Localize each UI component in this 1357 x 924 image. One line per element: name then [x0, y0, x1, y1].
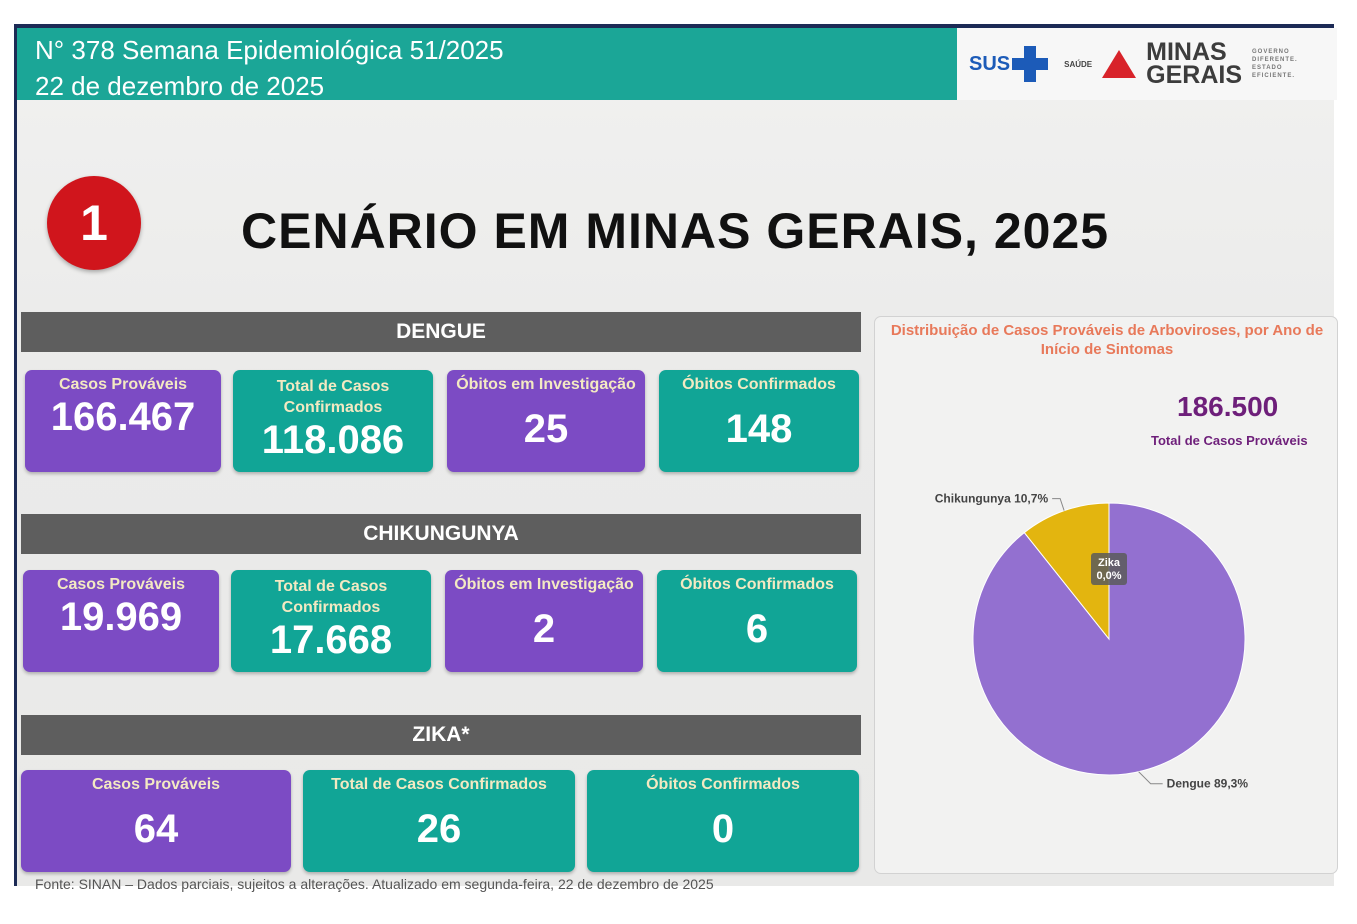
mg-slogan: GOVERNO DIFERENTE. ESTADO EFICIENTE.: [1252, 48, 1298, 80]
card-label: Total de Casos Confirmados: [276, 378, 390, 416]
chik-confirmados-card: Total de Casos Confirmados 17.668: [231, 570, 431, 672]
chik-obitos-confirmados-card: Óbitos Confirmados 6: [657, 570, 857, 672]
card-value: 25: [523, 407, 569, 451]
chart-title: Distribuição de Casos Prováveis de Arbov…: [890, 322, 1324, 358]
header-band: N° 378 Semana Epidemiológica 51/2025 22 …: [17, 28, 957, 101]
sus-logo: SUS: [969, 46, 1049, 82]
card-label: Total de Casos Confirmados: [274, 578, 388, 616]
chikungunya-header: CHIKUNGUNYA: [21, 514, 861, 554]
dengue-confirmados-card: Total de Casos Confirmados 118.086: [233, 370, 433, 472]
dengue-leader-line: [1138, 771, 1163, 785]
zika-obitos-confirmados-card: Óbitos Confirmados 0: [587, 770, 859, 872]
card-label: Óbitos Confirmados: [682, 376, 836, 393]
card-value: 19.969: [59, 595, 183, 639]
card-value: 166.467: [50, 395, 196, 439]
card-value: 17.668: [269, 618, 393, 662]
card-value: 118.086: [261, 418, 405, 462]
mg-name-line1: MINAS: [1146, 38, 1227, 66]
card-label: Casos Prováveis: [91, 776, 221, 793]
mg-name-line2: GERAIS: [1146, 61, 1242, 89]
pie-label-dengue: Dengue 89,3%: [1167, 777, 1249, 791]
zika-confirmados-card: Total de Casos Confirmados 26: [303, 770, 575, 872]
pie-chart-panel: Distribuição de Casos Prováveis de Arbov…: [874, 316, 1338, 874]
total-casos-label: Total de Casos Prováveis: [1151, 433, 1308, 448]
card-value: 148: [725, 407, 793, 451]
total-casos-value: 186.500: [1177, 391, 1279, 422]
mg-slogan-4: EFICIENTE.: [1252, 73, 1296, 79]
card-label: Óbitos Confirmados: [680, 576, 834, 593]
card-value: 2: [532, 607, 556, 651]
dengue-casos-provaveis-card: Casos Prováveis 166.467: [25, 370, 221, 472]
bulletin-number: N° 378 Semana Epidemiológica 51/2025: [35, 35, 504, 65]
card-value: 26: [416, 807, 462, 851]
dengue-obitos-investigacao-card: Óbitos em Investigação 25: [447, 370, 645, 472]
dengue-header: DENGUE: [21, 312, 861, 352]
mg-slogan-1: GOVERNO: [1252, 49, 1290, 55]
pie-slice-chikungunya: [1023, 502, 1110, 641]
mg-slogan-3: ESTADO: [1252, 65, 1283, 71]
card-value: 6: [745, 607, 769, 651]
card-label: Óbitos em Investigação: [454, 576, 634, 593]
sus-cross-icon: [1012, 46, 1049, 82]
zika-header: ZIKA*: [21, 715, 861, 755]
logo-bar: SUS SAÚDE MINAS GERAIS GOVERNO DIFERENTE…: [957, 28, 1337, 100]
card-label: Óbitos Confirmados: [646, 776, 800, 793]
chik-casos-provaveis-card: Casos Prováveis 19.969: [23, 570, 219, 672]
chikungunya-leader-line: [1052, 498, 1065, 511]
card-label: Casos Prováveis: [56, 576, 186, 593]
minas-gerais-logo: MINAS GERAIS: [1146, 38, 1242, 89]
saude-text: SAÚDE: [1064, 59, 1093, 69]
page-title: CENÁRIO EM MINAS GERAIS, 2025: [241, 203, 1110, 259]
source-footnote: Fonte: SINAN – Dados parciais, sujeitos …: [35, 876, 714, 892]
mg-slogan-2: DIFERENTE.: [1252, 57, 1298, 63]
card-value: 0: [711, 807, 735, 851]
chik-obitos-investigacao-card: Óbitos em Investigação 2: [445, 570, 643, 672]
card-label: Total de Casos Confirmados: [331, 776, 547, 793]
card-label: Casos Prováveis: [58, 376, 188, 393]
pie-label-chikungunya: Chikungunya 10,7%: [935, 492, 1049, 506]
card-value: 64: [133, 807, 179, 851]
pie-label-zika-name: Zika: [1098, 557, 1121, 569]
dengue-obitos-confirmados-card: Óbitos Confirmados 148: [659, 370, 859, 472]
card-label: Óbitos em Investigação: [456, 376, 636, 393]
zika-casos-provaveis-card: Casos Prováveis 64: [21, 770, 291, 872]
sus-text: SUS: [969, 52, 1011, 75]
pie-label-zika-pct: 0,0%: [1096, 570, 1121, 582]
pie-label-zika-box: [1091, 553, 1127, 585]
bulletin-date: 22 de dezembro de 2025: [35, 71, 325, 101]
infographic-frame: N° 378 Semana Epidemiológica 51/2025 22 …: [14, 24, 1338, 892]
section-number-badge: 1: [47, 176, 141, 270]
minas-gerais-triangle-icon: [1102, 50, 1137, 78]
